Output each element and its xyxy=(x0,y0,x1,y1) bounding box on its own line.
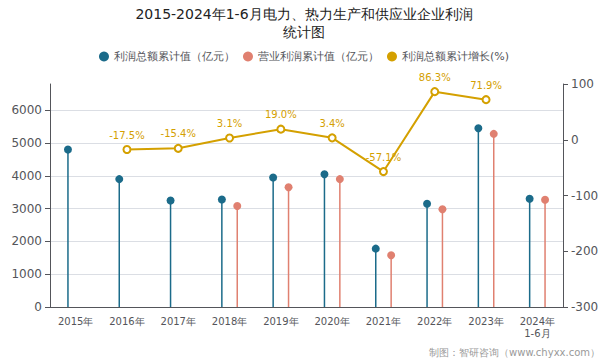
svg-text:5000: 5000 xyxy=(11,136,42,150)
svg-text:2015年: 2015年 xyxy=(58,316,93,327)
svg-text:86.3%: 86.3% xyxy=(419,72,451,83)
svg-text:71.9%: 71.9% xyxy=(470,80,502,91)
svg-text:统计图: 统计图 xyxy=(283,24,325,40)
svg-text:6000: 6000 xyxy=(11,103,42,117)
svg-text:-15.4%: -15.4% xyxy=(161,128,196,139)
svg-text:-100: -100 xyxy=(571,189,598,203)
svg-text:-200: -200 xyxy=(571,244,598,258)
svg-text:2022年: 2022年 xyxy=(417,316,452,327)
svg-text:2015-2024年1-6月电力、热力生产和供应业企业利润: 2015-2024年1-6月电力、热力生产和供应业企业利润 xyxy=(135,6,472,22)
svg-text:1000: 1000 xyxy=(11,267,42,281)
svg-text:2017年: 2017年 xyxy=(161,316,196,327)
svg-text:2016年: 2016年 xyxy=(109,316,144,327)
svg-text:-17.5%: -17.5% xyxy=(109,130,144,141)
svg-text:1-6月: 1-6月 xyxy=(524,328,550,339)
svg-text:19.0%: 19.0% xyxy=(265,109,297,120)
svg-text:-57.1%: -57.1% xyxy=(366,152,401,163)
svg-text:2000: 2000 xyxy=(11,234,42,248)
svg-text:100: 100 xyxy=(571,77,594,91)
svg-text:2024年: 2024年 xyxy=(520,316,555,327)
svg-text:2019年: 2019年 xyxy=(263,316,298,327)
svg-text:3.4%: 3.4% xyxy=(319,118,344,129)
svg-text:3000: 3000 xyxy=(11,202,42,216)
svg-text:利润总额累计增长(%): 利润总额累计增长(%) xyxy=(402,50,509,63)
svg-text:2023年: 2023年 xyxy=(468,316,503,327)
svg-text:营业利润累计值（亿元）: 营业利润累计值（亿元） xyxy=(258,50,379,63)
svg-text:制图：智研咨询（www.chyxx.com）: 制图：智研咨询（www.chyxx.com） xyxy=(429,347,600,358)
svg-text:0: 0 xyxy=(34,300,42,314)
svg-text:2020年: 2020年 xyxy=(314,316,349,327)
svg-text:-300: -300 xyxy=(571,300,598,314)
svg-text:利润总额累计值（亿元）: 利润总额累计值（亿元） xyxy=(114,50,235,63)
svg-text:2021年: 2021年 xyxy=(366,316,401,327)
svg-text:0: 0 xyxy=(571,133,579,147)
svg-text:3.1%: 3.1% xyxy=(217,118,242,129)
svg-text:2018年: 2018年 xyxy=(212,316,247,327)
svg-text:4000: 4000 xyxy=(11,169,42,183)
